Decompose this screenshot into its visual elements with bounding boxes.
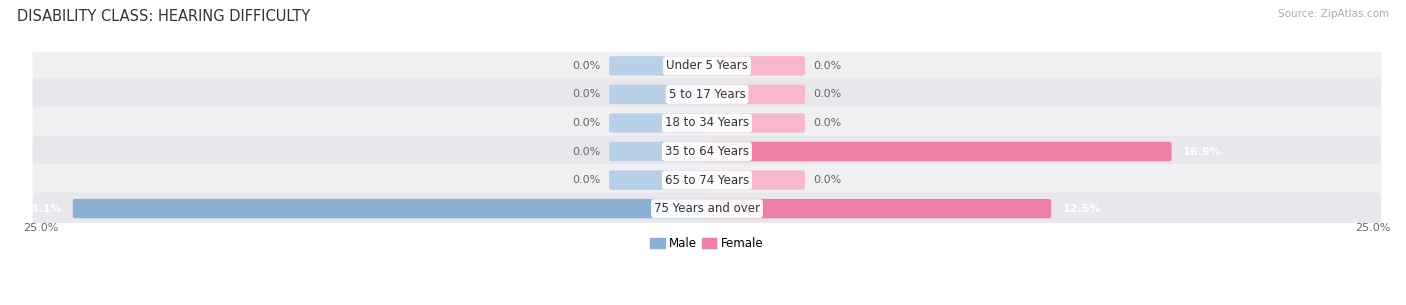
FancyBboxPatch shape <box>32 135 1382 167</box>
Text: 65 to 74 Years: 65 to 74 Years <box>665 174 749 187</box>
Text: 0.0%: 0.0% <box>572 89 600 99</box>
Text: 25.0%: 25.0% <box>1355 224 1391 233</box>
FancyBboxPatch shape <box>73 199 709 218</box>
Text: 0.0%: 0.0% <box>814 175 842 185</box>
FancyBboxPatch shape <box>609 142 709 161</box>
Legend: Male, Female: Male, Female <box>645 232 768 255</box>
Text: Under 5 Years: Under 5 Years <box>666 59 748 72</box>
Text: 0.0%: 0.0% <box>814 61 842 71</box>
FancyBboxPatch shape <box>32 164 1382 196</box>
Text: 0.0%: 0.0% <box>572 61 600 71</box>
FancyBboxPatch shape <box>704 113 806 133</box>
FancyBboxPatch shape <box>704 142 1171 161</box>
Text: 12.5%: 12.5% <box>1063 204 1101 213</box>
Text: DISABILITY CLASS: HEARING DIFFICULTY: DISABILITY CLASS: HEARING DIFFICULTY <box>17 9 311 24</box>
FancyBboxPatch shape <box>609 56 709 76</box>
FancyBboxPatch shape <box>704 85 806 104</box>
Text: 0.0%: 0.0% <box>572 118 600 128</box>
Text: 0.0%: 0.0% <box>814 89 842 99</box>
FancyBboxPatch shape <box>704 170 806 190</box>
FancyBboxPatch shape <box>704 56 806 76</box>
Text: 16.9%: 16.9% <box>1182 146 1222 156</box>
FancyBboxPatch shape <box>32 78 1382 110</box>
Text: 0.0%: 0.0% <box>814 118 842 128</box>
FancyBboxPatch shape <box>32 107 1382 139</box>
Text: 35 to 64 Years: 35 to 64 Years <box>665 145 749 158</box>
Text: Source: ZipAtlas.com: Source: ZipAtlas.com <box>1278 9 1389 19</box>
Text: 0.0%: 0.0% <box>572 146 600 156</box>
FancyBboxPatch shape <box>609 85 709 104</box>
Text: 0.0%: 0.0% <box>572 175 600 185</box>
FancyBboxPatch shape <box>609 113 709 133</box>
FancyBboxPatch shape <box>32 50 1382 82</box>
FancyBboxPatch shape <box>704 199 1052 218</box>
Text: 23.1%: 23.1% <box>22 204 62 213</box>
Text: 25.0%: 25.0% <box>22 224 59 233</box>
FancyBboxPatch shape <box>609 170 709 190</box>
Text: 18 to 34 Years: 18 to 34 Years <box>665 117 749 129</box>
Text: 75 Years and over: 75 Years and over <box>654 202 761 215</box>
Text: 5 to 17 Years: 5 to 17 Years <box>669 88 745 101</box>
FancyBboxPatch shape <box>32 193 1382 224</box>
